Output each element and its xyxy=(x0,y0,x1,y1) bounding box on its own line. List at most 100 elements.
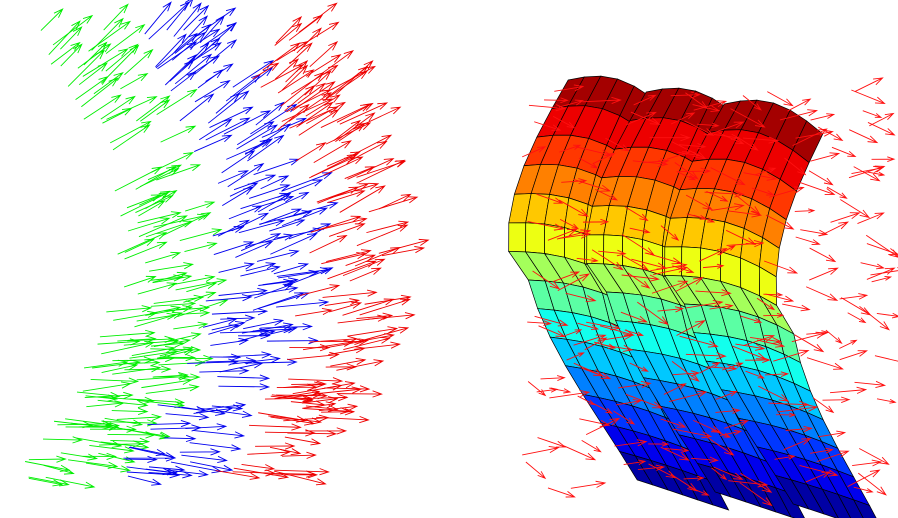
arrow xyxy=(180,449,220,455)
arrow xyxy=(564,446,595,460)
arrow xyxy=(112,408,147,414)
arrow xyxy=(86,401,123,407)
arrow xyxy=(154,374,199,380)
arrow xyxy=(217,375,268,381)
arrow xyxy=(548,488,575,497)
arrow xyxy=(379,194,410,209)
arrow xyxy=(875,356,898,365)
arrow xyxy=(806,287,837,301)
arrow xyxy=(369,197,417,212)
arrow xyxy=(810,248,835,261)
arrow xyxy=(65,419,111,427)
arrow xyxy=(809,171,832,185)
arrow xyxy=(877,399,895,403)
arrow xyxy=(872,157,894,162)
arrow xyxy=(286,202,338,217)
arrow xyxy=(365,295,411,304)
arrow xyxy=(809,268,837,280)
arrow xyxy=(538,438,566,447)
arrow xyxy=(859,449,888,465)
arrow xyxy=(810,153,838,161)
arrow xyxy=(128,476,161,485)
arrow xyxy=(289,107,337,128)
surface-quiver-panel xyxy=(509,76,898,518)
arrow xyxy=(857,213,883,224)
arrow xyxy=(851,90,884,103)
quiver-field-panel xyxy=(25,0,428,488)
arrow xyxy=(83,49,128,76)
arrow xyxy=(161,126,195,142)
arrow xyxy=(228,164,263,187)
arrow xyxy=(184,243,216,252)
arrow xyxy=(326,250,370,262)
arrow xyxy=(166,414,209,420)
arrow xyxy=(840,351,867,360)
arrow xyxy=(806,331,828,336)
arrow xyxy=(249,185,289,199)
arrow xyxy=(100,330,154,337)
arrow xyxy=(863,111,881,118)
arrow xyxy=(138,283,176,294)
arrow xyxy=(822,397,849,403)
arrow xyxy=(89,445,133,453)
arrow xyxy=(350,268,381,281)
arrow xyxy=(323,290,377,297)
arrow xyxy=(299,3,337,32)
arrow xyxy=(76,77,108,100)
arrow xyxy=(171,72,196,91)
arrow xyxy=(249,424,300,430)
arrow xyxy=(68,50,104,86)
arrow xyxy=(841,298,870,315)
arrow xyxy=(355,248,400,266)
arrow xyxy=(323,71,367,101)
arrow xyxy=(274,263,308,273)
figure xyxy=(0,0,898,518)
arrow xyxy=(782,304,809,311)
arrow xyxy=(149,263,193,272)
surface-patch xyxy=(682,247,701,278)
arrow xyxy=(329,224,364,237)
arrow xyxy=(180,229,221,241)
arrow xyxy=(174,3,201,36)
arrow xyxy=(43,437,82,443)
arrow xyxy=(528,381,545,395)
arrow xyxy=(153,275,192,283)
arrow xyxy=(218,220,249,236)
arrow xyxy=(861,263,884,269)
arrow xyxy=(180,94,213,121)
arrow xyxy=(113,125,149,150)
arrow xyxy=(156,34,186,66)
arrow xyxy=(334,121,360,141)
arrow xyxy=(321,253,365,264)
arrow xyxy=(220,315,254,321)
page: (() => { const data = JSON.parse(documen… xyxy=(0,0,898,518)
arrow xyxy=(852,460,881,466)
arrow xyxy=(330,358,365,366)
arrow xyxy=(357,161,406,177)
arrow xyxy=(324,157,363,175)
arrow xyxy=(839,340,856,348)
arrow xyxy=(287,352,338,359)
arrow xyxy=(832,147,855,156)
arrow xyxy=(224,111,270,134)
surface-patch xyxy=(509,223,526,252)
arrow xyxy=(855,78,883,92)
arrow xyxy=(216,94,239,114)
arrow xyxy=(582,440,601,451)
arrow xyxy=(848,313,866,323)
arrow xyxy=(235,242,272,258)
arrow xyxy=(869,113,893,125)
arrow xyxy=(141,378,191,387)
arrow xyxy=(106,306,151,312)
arrow xyxy=(117,414,161,420)
arrow xyxy=(124,50,152,75)
arrow xyxy=(218,384,268,390)
arrow xyxy=(522,446,558,454)
arrow xyxy=(326,123,370,144)
arrow xyxy=(269,220,304,231)
arrow xyxy=(330,183,378,198)
arrow xyxy=(206,295,251,301)
arrow xyxy=(260,209,301,224)
arrow xyxy=(53,16,92,45)
arrow xyxy=(859,306,888,329)
